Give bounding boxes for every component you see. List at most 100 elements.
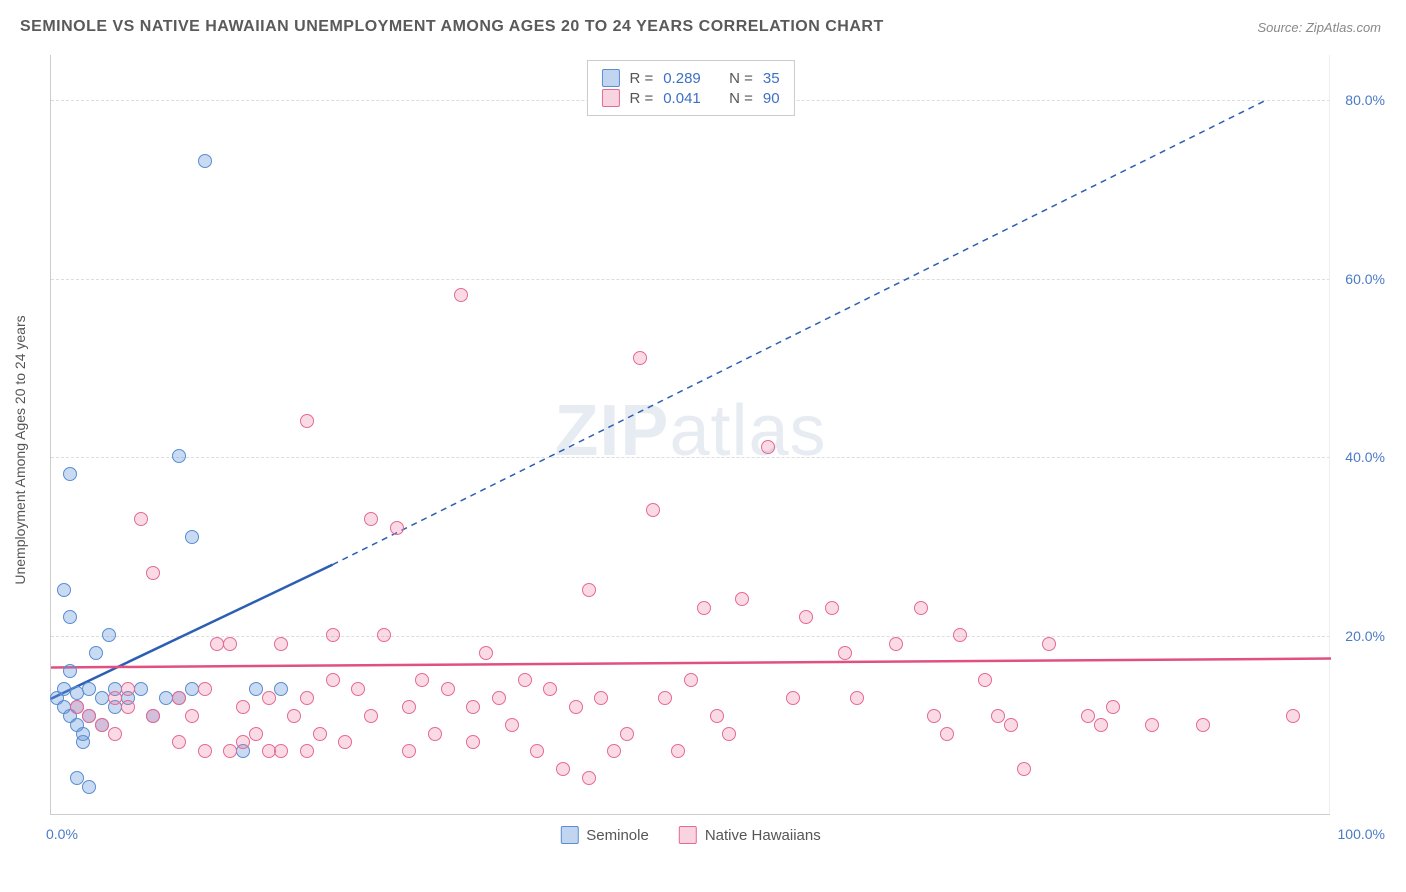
scatter-point-native_hawaiians <box>543 682 557 696</box>
scatter-point-native_hawaiians <box>1286 709 1300 723</box>
scatter-point-native_hawaiians <box>146 566 160 580</box>
scatter-point-native_hawaiians <box>236 700 250 714</box>
scatter-point-seminole <box>134 682 148 696</box>
plot-area: ZIPatlas R = 0.289 N = 35 R = 0.041 N = … <box>50 55 1330 815</box>
scatter-point-native_hawaiians <box>927 709 941 723</box>
scatter-point-native_hawaiians <box>492 691 506 705</box>
scatter-point-native_hawaiians <box>658 691 672 705</box>
scatter-point-seminole <box>82 682 96 696</box>
series-legend: Seminole Native Hawaiians <box>560 826 820 844</box>
scatter-point-native_hawaiians <box>300 744 314 758</box>
scatter-point-native_hawaiians <box>402 744 416 758</box>
legend-row-hawaiian: R = 0.041 N = 90 <box>601 89 779 107</box>
scatter-point-seminole <box>76 727 90 741</box>
swatch-seminole-icon <box>560 826 578 844</box>
scatter-point-native_hawaiians <box>569 700 583 714</box>
r-label: R = <box>629 90 653 107</box>
legend-item-hawaiian: Native Hawaiians <box>679 826 821 844</box>
scatter-point-native_hawaiians <box>1081 709 1095 723</box>
scatter-point-native_hawaiians <box>1017 762 1031 776</box>
scatter-point-native_hawaiians <box>710 709 724 723</box>
scatter-point-native_hawaiians <box>70 700 84 714</box>
scatter-point-native_hawaiians <box>594 691 608 705</box>
scatter-point-seminole <box>82 780 96 794</box>
y-tick-label: 40.0% <box>1345 449 1385 465</box>
scatter-point-native_hawaiians <box>1106 700 1120 714</box>
y-tick-label: 60.0% <box>1345 271 1385 287</box>
scatter-point-native_hawaiians <box>172 735 186 749</box>
scatter-point-native_hawaiians <box>351 682 365 696</box>
trend-line-native_hawaiians <box>51 659 1331 668</box>
scatter-point-native_hawaiians <box>441 682 455 696</box>
source-attribution: Source: ZipAtlas.com <box>1257 20 1381 35</box>
scatter-point-native_hawaiians <box>530 744 544 758</box>
scatter-point-seminole <box>63 467 77 481</box>
scatter-point-native_hawaiians <box>223 744 237 758</box>
correlation-legend: R = 0.289 N = 35 R = 0.041 N = 90 <box>586 60 794 116</box>
scatter-point-native_hawaiians <box>364 709 378 723</box>
r-label: R = <box>629 70 653 87</box>
trend-line-seminole <box>51 565 333 699</box>
y-tick-label: 20.0% <box>1345 628 1385 644</box>
scatter-point-native_hawaiians <box>415 673 429 687</box>
scatter-point-native_hawaiians <box>82 709 96 723</box>
n-value-hawaiian: 90 <box>763 90 780 107</box>
y-tick-label: 80.0% <box>1345 92 1385 108</box>
scatter-point-native_hawaiians <box>300 691 314 705</box>
scatter-point-native_hawaiians <box>518 673 532 687</box>
scatter-point-native_hawaiians <box>313 727 327 741</box>
scatter-point-native_hawaiians <box>274 637 288 651</box>
scatter-point-native_hawaiians <box>121 682 135 696</box>
scatter-point-native_hawaiians <box>223 637 237 651</box>
scatter-point-native_hawaiians <box>402 700 416 714</box>
scatter-point-native_hawaiians <box>825 601 839 615</box>
scatter-point-native_hawaiians <box>1004 718 1018 732</box>
scatter-point-native_hawaiians <box>338 735 352 749</box>
scatter-point-native_hawaiians <box>914 601 928 615</box>
scatter-point-native_hawaiians <box>761 440 775 454</box>
n-label: N = <box>729 90 753 107</box>
scatter-point-native_hawaiians <box>722 727 736 741</box>
scatter-point-seminole <box>185 530 199 544</box>
scatter-point-native_hawaiians <box>300 414 314 428</box>
scatter-point-native_hawaiians <box>364 512 378 526</box>
scatter-point-native_hawaiians <box>466 700 480 714</box>
legend-label-seminole: Seminole <box>586 827 649 844</box>
scatter-point-native_hawaiians <box>108 727 122 741</box>
scatter-point-native_hawaiians <box>620 727 634 741</box>
scatter-point-seminole <box>63 664 77 678</box>
scatter-point-seminole <box>198 154 212 168</box>
scatter-point-native_hawaiians <box>95 718 109 732</box>
scatter-point-native_hawaiians <box>735 592 749 606</box>
scatter-point-native_hawaiians <box>633 351 647 365</box>
x-tick-min: 0.0% <box>46 826 78 842</box>
scatter-point-seminole <box>249 682 263 696</box>
scatter-point-native_hawaiians <box>505 718 519 732</box>
scatter-point-native_hawaiians <box>940 727 954 741</box>
swatch-hawaiian <box>601 89 619 107</box>
scatter-point-native_hawaiians <box>198 682 212 696</box>
scatter-point-native_hawaiians <box>953 628 967 642</box>
scatter-point-native_hawaiians <box>991 709 1005 723</box>
scatter-point-native_hawaiians <box>287 709 301 723</box>
scatter-point-seminole <box>172 449 186 463</box>
scatter-point-native_hawaiians <box>185 709 199 723</box>
scatter-point-native_hawaiians <box>671 744 685 758</box>
scatter-point-native_hawaiians <box>262 691 276 705</box>
scatter-point-native_hawaiians <box>236 735 250 749</box>
scatter-point-native_hawaiians <box>172 691 186 705</box>
scatter-point-native_hawaiians <box>198 744 212 758</box>
scatter-point-native_hawaiians <box>108 691 122 705</box>
scatter-point-native_hawaiians <box>1196 718 1210 732</box>
scatter-point-native_hawaiians <box>134 512 148 526</box>
scatter-point-native_hawaiians <box>838 646 852 660</box>
scatter-point-native_hawaiians <box>326 628 340 642</box>
scatter-point-seminole <box>102 628 116 642</box>
legend-row-seminole: R = 0.289 N = 35 <box>601 69 779 87</box>
scatter-point-native_hawaiians <box>607 744 621 758</box>
scatter-point-native_hawaiians <box>249 727 263 741</box>
trend-line-extrapolation-seminole <box>333 100 1267 565</box>
scatter-point-native_hawaiians <box>326 673 340 687</box>
scatter-point-native_hawaiians <box>556 762 570 776</box>
scatter-point-native_hawaiians <box>582 583 596 597</box>
